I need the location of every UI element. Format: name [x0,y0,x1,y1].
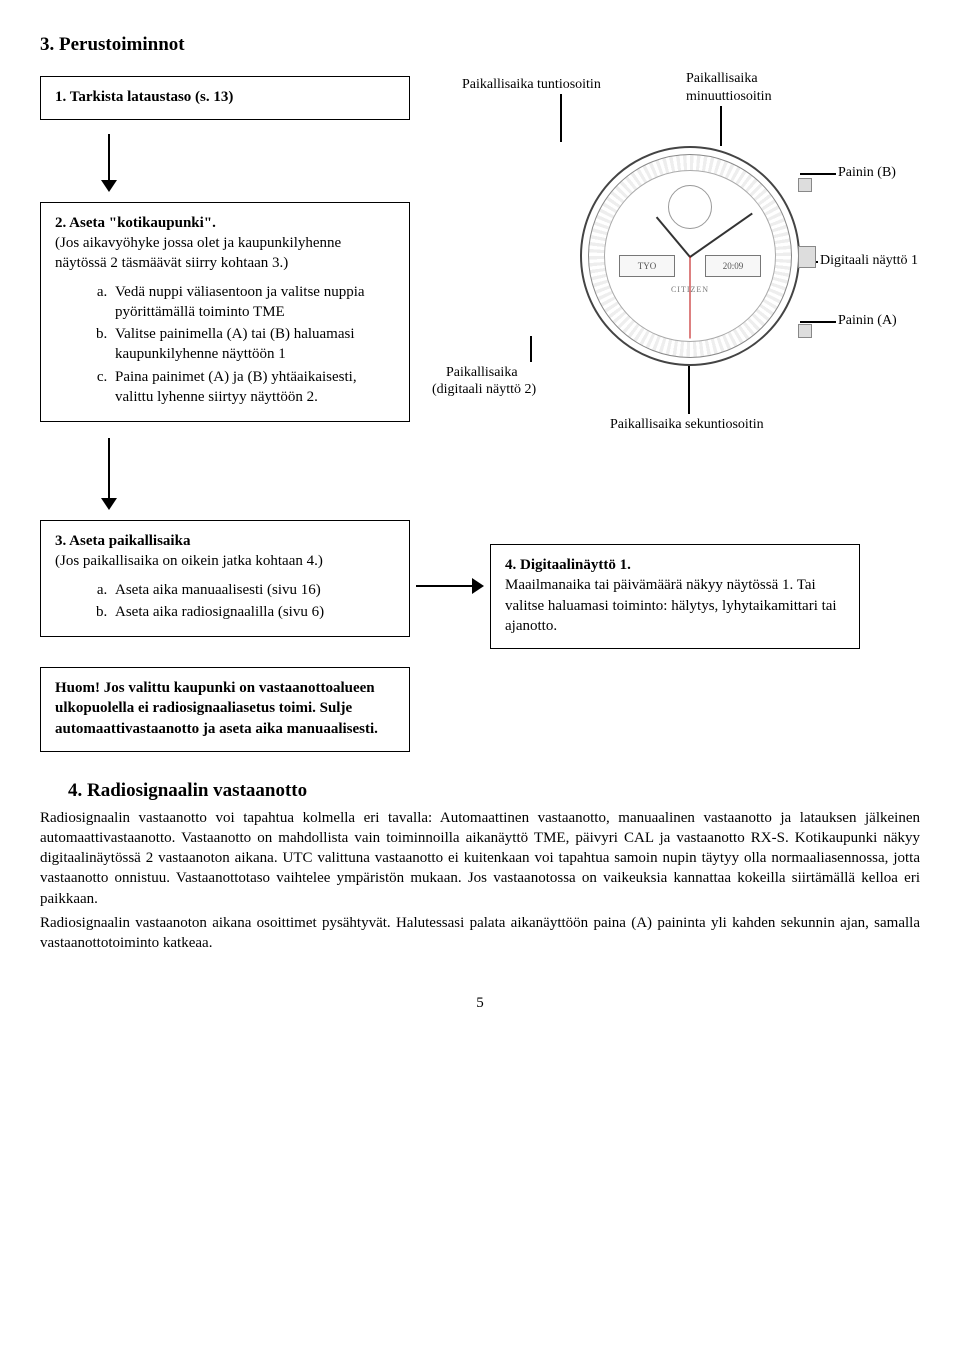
step1-title: 1. Tarkista lataustaso (s. 13) [55,89,233,105]
minute-hand-label-l1: Paikallisaika [686,70,758,89]
step2-item-b: Valitse painimella (A) tai (B) haluamasi… [111,324,395,365]
section-4-title: 4. Radiosignaalin vastaanotto [68,780,307,801]
step4box-body: Maailmanaika tai päivämäärä näkyy näytös… [505,575,845,636]
arrow-step1-to-step2 [100,134,118,192]
step2-item-a: Vedä nuppi väliasentoon ja valitse nuppi… [111,282,395,323]
seconds-label: Paikallisaika sekuntiosoitin [610,416,764,435]
display2-label-l2: (digitaali näyttö 2) [432,381,536,400]
watch-body: TYO 20:09 CITIZEN [580,146,800,366]
step3-item-b: Aseta aika radiosignaalilla (sivu 6) [111,602,395,622]
page-number: 5 [40,993,920,1013]
arrow-step2-to-step3 [100,438,118,510]
step2-title: 2. Aseta "kotikaupunki". [55,215,216,231]
step2-intro: (Jos aikavyöhyke jossa olet ja kaupunkil… [55,233,395,274]
pusher-a [798,324,812,338]
section-3-title: 3. Perustoiminnot [40,32,920,58]
step3-title: 3. Aseta paikallisaika [55,533,190,549]
step4box-title: 4. Digitaalinäyttö 1. [505,557,631,573]
pusher-b [798,178,812,192]
step3-intro: (Jos paikallisaika on oikein jatka kohta… [55,551,395,571]
step4-display-box: 4. Digitaalinäyttö 1. Maailmanaika tai p… [490,544,860,649]
step2-list: Vedä nuppi väliasentoon ja valitse nuppi… [55,282,395,408]
note-prefix: Huom! [55,680,100,696]
hour-hand-label: Paikallisaika tuntiosoitin [462,76,601,95]
button-b-label: Painin (B) [838,164,896,183]
step3-item-a: Aseta aika manuaalisesti (sivu 16) [111,580,395,600]
step3-box: 3. Aseta paikallisaika (Jos paikallisaik… [40,520,410,637]
step1-box: 1. Tarkista lataustaso (s. 13) [40,76,410,120]
display1-label: Digitaali näyttö 1 [820,252,918,271]
lcd-left: TYO [619,255,675,277]
lcd-right: 20:09 [705,255,761,277]
button-a-label: Painin (A) [838,312,897,331]
note-body: Jos valittu kaupunki on vastaanottoaluee… [55,680,378,737]
section-4: 4. Radiosignaalin vastaanotto Radiosigna… [40,778,920,953]
step3-list: Aseta aika manuaalisesti (sivu 16) Aseta… [55,580,395,623]
crown [798,246,816,268]
watch-diagram: Paikallisaika tuntiosoitin Paikallisaika… [450,76,920,456]
step2-item-c: Paina painimet (A) ja (B) yhtäaikaisesti… [111,367,395,408]
minute-hand-label-l2: minuuttiosoitin [686,88,772,107]
note-box: Huom! Jos valittu kaupunki on vastaanott… [40,667,410,752]
arrow-step3-to-step4 [416,578,484,594]
section-4-p1: Radiosignaalin vastaanotto voi tapahtua … [40,808,920,909]
section-4-p2: Radiosignaalin vastaanoton aikana osoitt… [40,913,920,954]
step2-box: 2. Aseta "kotikaupunki". (Jos aikavyöhyk… [40,202,410,422]
